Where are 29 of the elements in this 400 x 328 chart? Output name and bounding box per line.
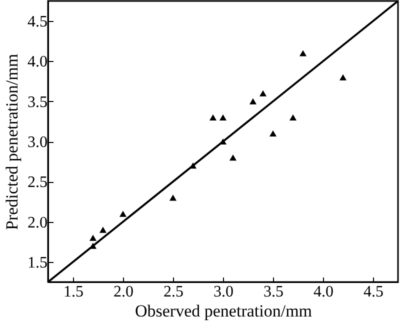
point	[209, 114, 217, 120]
x-tick-label: 3.0	[214, 284, 234, 300]
y-tick-label: 2.5	[28, 174, 48, 192]
x-axis-title: Observed penetration/mm	[134, 302, 312, 320]
x-tick-label: 4.5	[364, 284, 384, 300]
point	[339, 74, 347, 80]
y-tick-label: 3.5	[28, 94, 48, 111]
y-axis-title: Predicted penetration/mm	[2, 54, 22, 230]
point	[299, 50, 307, 56]
y-tick-label: 1.5	[28, 254, 48, 272]
x-tick-label: 2.0	[114, 284, 134, 300]
point	[219, 114, 227, 120]
point	[259, 90, 267, 96]
point	[99, 226, 107, 233]
point	[229, 154, 237, 161]
y-tick-label: 4.0	[28, 54, 48, 71]
point	[249, 98, 257, 104]
point	[169, 194, 177, 201]
x-tick-label: 4.0	[314, 284, 334, 300]
x-tick-label: 2.5	[164, 284, 184, 300]
x-tick-label: 1.5	[64, 284, 84, 300]
point	[269, 130, 277, 137]
y-tick-label: 3.0	[28, 134, 48, 151]
point	[289, 114, 297, 120]
x-tick-label: 3.5	[264, 284, 284, 300]
y-tick-label: 2.0	[28, 214, 48, 232]
point	[89, 234, 97, 241]
point	[119, 210, 127, 217]
y-tick-label: 4.5	[28, 14, 48, 31]
